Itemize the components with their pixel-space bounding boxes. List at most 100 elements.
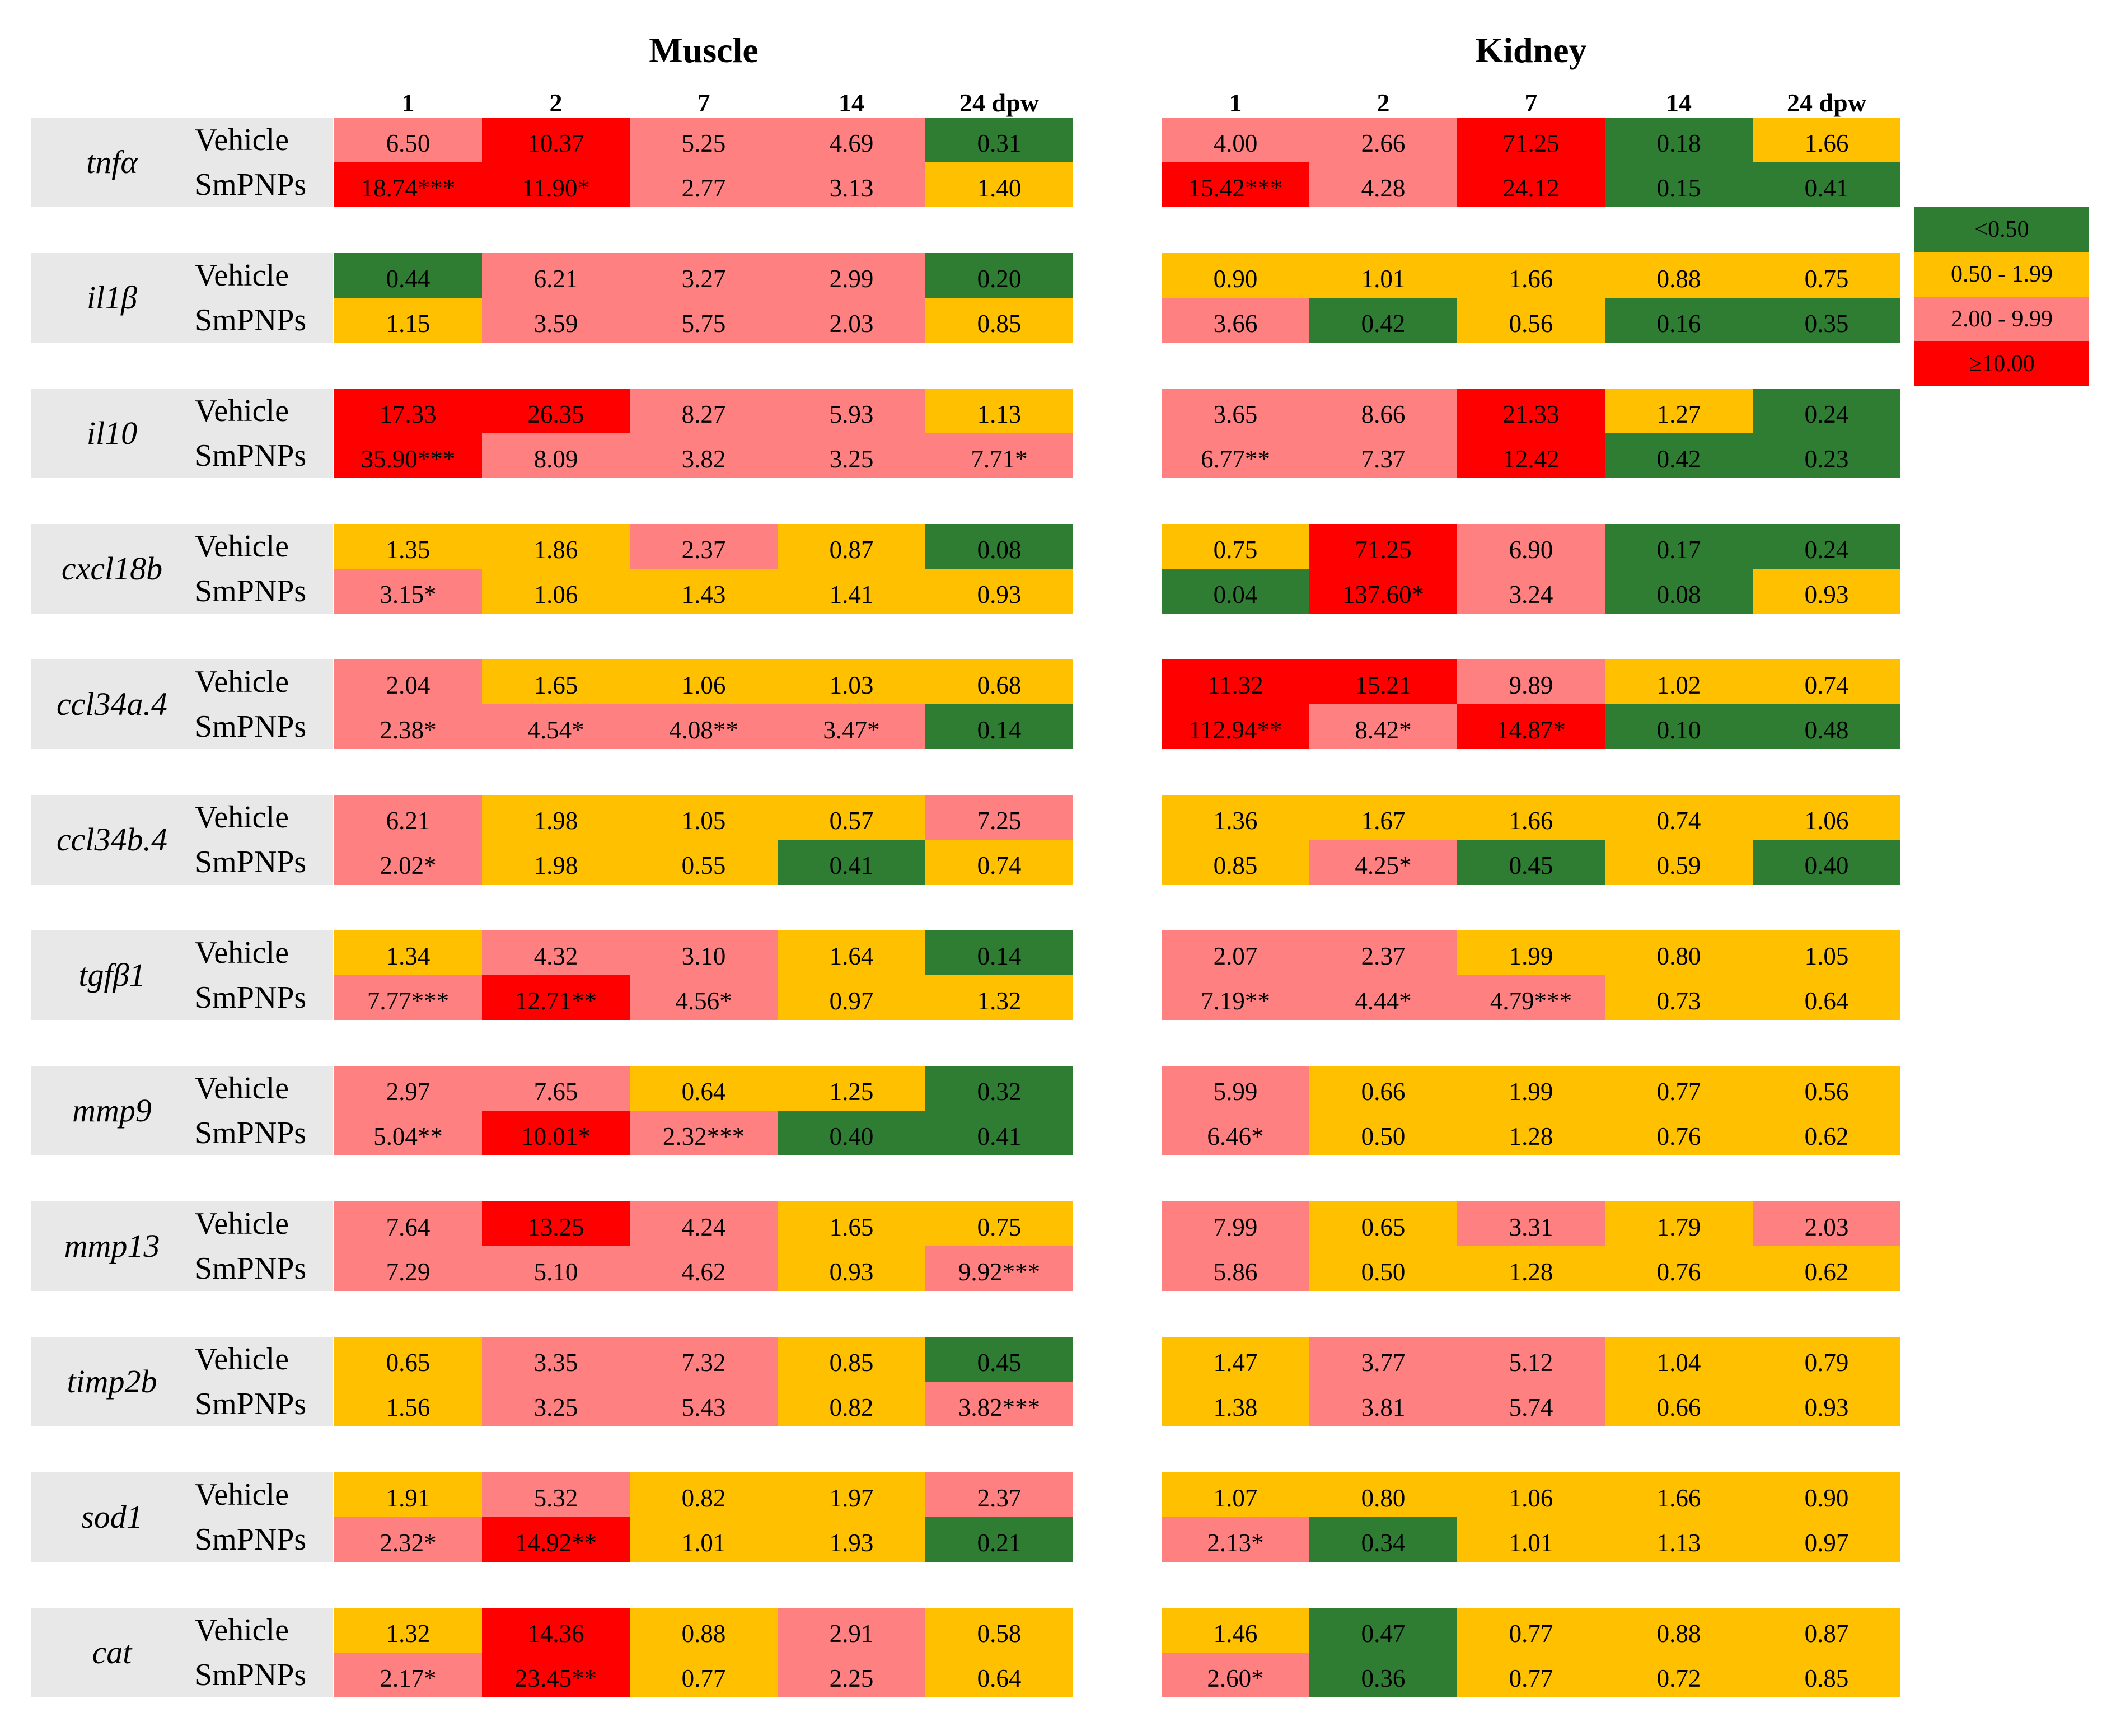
heatmap-cell: 14.36 <box>482 1608 630 1653</box>
heatmap-cell: 9.89 <box>1457 659 1605 704</box>
column-header: 2 <box>549 88 563 117</box>
heatmap-cell: 35.90*** <box>334 433 482 478</box>
heatmap-cell: 7.64 <box>334 1201 482 1246</box>
heatmap-cell: 5.10 <box>482 1246 630 1291</box>
legend-item: 0.50 - 1.99 <box>1914 252 2089 297</box>
heatmap-cell: 1.66 <box>1605 1472 1753 1517</box>
heatmap-cell: 2.37 <box>630 524 778 569</box>
group-label: SmPNPs <box>193 1111 333 1155</box>
heatmap-cell: 1.28 <box>1457 1246 1605 1291</box>
heatmap-cell: 3.77 <box>1309 1337 1457 1382</box>
heatmap-cell: 4.79*** <box>1457 975 1605 1020</box>
heatmap-cell: 5.86 <box>1162 1246 1309 1291</box>
heatmap-cell: 71.25 <box>1309 524 1457 569</box>
heatmap-cell: 0.58 <box>925 1608 1073 1653</box>
heatmap-cell: 1.79 <box>1605 1201 1753 1246</box>
heatmap-cell: 0.80 <box>1605 930 1753 975</box>
heatmap-cell: 1.02 <box>1605 659 1753 704</box>
heatmap-cell: 0.62 <box>1753 1111 1900 1155</box>
heatmap-cell: 0.08 <box>925 524 1073 569</box>
heatmap-cell: 0.24 <box>1753 389 1900 433</box>
heatmap-cell: 2.32*** <box>630 1111 778 1155</box>
heatmap-cell: 0.80 <box>1309 1472 1457 1517</box>
heatmap-cell: 0.23 <box>1753 433 1900 478</box>
heatmap-cell: 2.03 <box>1753 1201 1900 1246</box>
heatmap-cell: 0.76 <box>1605 1246 1753 1291</box>
heatmap-cell: 1.97 <box>778 1472 925 1517</box>
heatmap-cell: 1.27 <box>1605 389 1753 433</box>
heatmap-cell: 0.79 <box>1753 1337 1900 1382</box>
heatmap-cell: 1.47 <box>1162 1337 1309 1382</box>
group-label: Vehicle <box>193 389 333 433</box>
heatmap-cell: 0.41 <box>1753 162 1900 207</box>
heatmap-cell: 5.43 <box>630 1382 778 1426</box>
heatmap-cell: 1.38 <box>1162 1382 1309 1426</box>
heatmap-cell: 3.31 <box>1457 1201 1605 1246</box>
heatmap-cell: 0.59 <box>1605 840 1753 885</box>
heatmap-cell: 0.68 <box>925 659 1073 704</box>
heatmap-cell: 0.47 <box>1309 1608 1457 1653</box>
heatmap-cell: 6.90 <box>1457 524 1605 569</box>
heatmap-cell: 7.99 <box>1162 1201 1309 1246</box>
heatmap-cell: 2.03 <box>778 298 925 343</box>
heatmap-cell: 0.08 <box>1605 569 1753 614</box>
column-header: 2 <box>1377 88 1390 117</box>
heatmap-cell: 5.99 <box>1162 1066 1309 1111</box>
heatmap-cell: 1.99 <box>1457 1066 1605 1111</box>
heatmap-cell: 0.62 <box>1753 1246 1900 1291</box>
heatmap-cell: 4.62 <box>630 1246 778 1291</box>
heatmap-cell: 0.75 <box>1753 253 1900 298</box>
heatmap-cell: 1.04 <box>1605 1337 1753 1382</box>
heatmap-cell: 7.37 <box>1309 433 1457 478</box>
heatmap-cell: 0.34 <box>1309 1517 1457 1562</box>
heatmap-cell: 112.94** <box>1162 704 1309 749</box>
heatmap-cell: 0.14 <box>925 704 1073 749</box>
heatmap-cell: 1.13 <box>925 389 1073 433</box>
heatmap-cell: 1.05 <box>1753 930 1900 975</box>
heatmap-cell: 0.21 <box>925 1517 1073 1562</box>
heatmap-cell: 1.15 <box>334 298 482 343</box>
heatmap-cell: 9.92*** <box>925 1246 1073 1291</box>
heatmap-cell: 7.19** <box>1162 975 1309 1020</box>
group-label: SmPNPs <box>193 840 333 885</box>
group-label: SmPNPs <box>193 704 333 749</box>
heatmap-cell: 0.50 <box>1309 1246 1457 1291</box>
heatmap-cell: 3.27 <box>630 253 778 298</box>
heatmap-cell: 7.32 <box>630 1337 778 1382</box>
heatmap-cell: 5.93 <box>778 389 925 433</box>
heatmap-cell: 3.10 <box>630 930 778 975</box>
group-label: Vehicle <box>193 118 333 162</box>
heatmap-cell: 2.32* <box>334 1517 482 1562</box>
group-label: Vehicle <box>193 524 333 569</box>
heatmap-cell: 1.01 <box>1309 253 1457 298</box>
heatmap-cell: 1.34 <box>334 930 482 975</box>
heatmap-cell: 4.24 <box>630 1201 778 1246</box>
heatmap-cell: 0.31 <box>925 118 1073 162</box>
column-header: 1 <box>401 88 415 117</box>
heatmap-cell: 2.60* <box>1162 1653 1309 1697</box>
heatmap-cell: 6.21 <box>334 795 482 840</box>
heatmap-cell: 1.06 <box>482 569 630 614</box>
heatmap-cell: 1.98 <box>482 840 630 885</box>
heatmap-cell: 12.42 <box>1457 433 1605 478</box>
group-label: SmPNPs <box>193 162 333 207</box>
heatmap-cell: 3.47* <box>778 704 925 749</box>
group-label: Vehicle <box>193 795 333 840</box>
heatmap-cell: 2.91 <box>778 1608 925 1653</box>
heatmap-cell: 3.82 <box>630 433 778 478</box>
heatmap-cell: 1.25 <box>778 1066 925 1111</box>
heatmap-cell: 1.46 <box>1162 1608 1309 1653</box>
heatmap-cell: 2.25 <box>778 1653 925 1697</box>
heatmap-cell: 1.64 <box>778 930 925 975</box>
heatmap-cell: 8.09 <box>482 433 630 478</box>
heatmap-cell: 0.48 <box>1753 704 1900 749</box>
heatmap-cell: 0.40 <box>778 1111 925 1155</box>
heatmap-cell: 0.41 <box>778 840 925 885</box>
heatmap-cell: 0.82 <box>778 1382 925 1426</box>
heatmap-cell: 1.56 <box>334 1382 482 1426</box>
heatmap-cell: 2.37 <box>925 1472 1073 1517</box>
heatmap-cell: 0.16 <box>1605 298 1753 343</box>
heatmap-cell: 15.21 <box>1309 659 1457 704</box>
heatmap-cell: 3.82*** <box>925 1382 1073 1426</box>
heatmap-cell: 7.71* <box>925 433 1073 478</box>
